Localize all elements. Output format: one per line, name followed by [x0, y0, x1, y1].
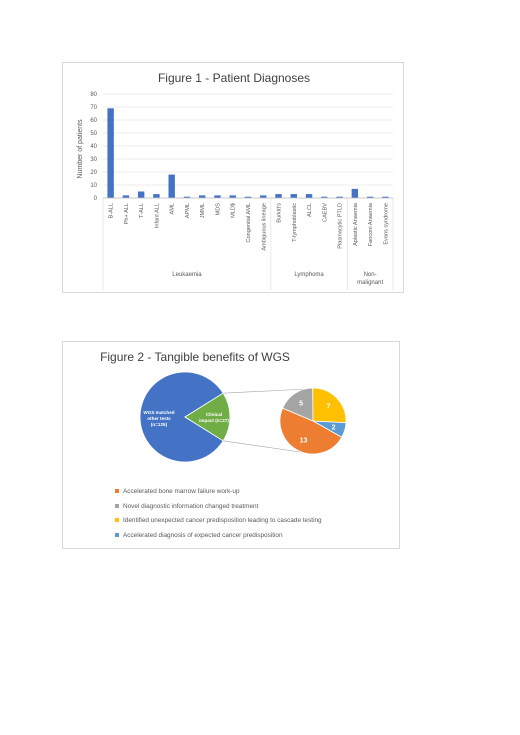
x-tick-label: T-lymphoblastic: [292, 203, 298, 242]
pie-slice: [279, 407, 343, 455]
x-tick-label: JMML: [200, 203, 206, 218]
x-tick-label: B-ALL: [109, 203, 115, 219]
x-tick-label: CAEBV: [322, 203, 328, 222]
x-tick-label: Ambiguous lineage: [261, 203, 267, 251]
legend-label: Accelerated bone marrow failure work-up: [123, 488, 240, 495]
data-label: 7: [327, 404, 331, 411]
x-tick-label: Plasmacytic PTLD: [338, 203, 344, 249]
y-tick-label: 0: [94, 196, 98, 202]
data-label: WGS matched other tests (n=125): [143, 410, 174, 427]
bar-chart-svg: Figure 1 - Patient Diagnoses Number of p…: [77, 71, 394, 290]
legend-label: Identified unexpected cancer predisposit…: [123, 517, 322, 524]
x-tick-label: APML: [185, 203, 191, 218]
chart-title: Figure 1 - Patient Diagnoses: [158, 71, 310, 85]
pie-chart-svg: Figure 2 - Tangible benefits of WGS WGS …: [100, 350, 347, 463]
bar: [305, 194, 313, 198]
bar: [214, 195, 221, 198]
group-label: Non-malignant: [357, 272, 383, 286]
bar: [290, 194, 297, 198]
pie-slice: [184, 392, 231, 442]
data-label: Clinical impact (n=27): [199, 412, 229, 423]
data-label: 2: [332, 424, 336, 431]
bar: [122, 195, 130, 198]
bar: [260, 195, 267, 198]
legend-swatch: [115, 518, 119, 523]
legend-swatch: [115, 532, 119, 537]
bar: [351, 188, 359, 198]
bar: [107, 108, 114, 198]
x-tick-label: Evans syndrome: [383, 203, 389, 245]
bar: [366, 196, 374, 198]
x-tick-label: MDS: [215, 203, 221, 216]
group-label: Leukaemia: [172, 272, 202, 278]
x-tick-label: Ph+ ALL: [124, 203, 130, 224]
bar: [137, 191, 145, 198]
bar: [183, 196, 191, 198]
x-tick-label: Aplastic Anaemia: [353, 202, 359, 246]
chart-title: Figure 2 - Tangible benefits of WGS: [100, 350, 290, 364]
y-tick-label: 80: [90, 92, 97, 98]
pie-slice: [312, 387, 347, 424]
bar: [336, 196, 343, 198]
x-tick-label: Infant ALL: [154, 203, 160, 228]
x-tick-label: T-ALL: [139, 203, 145, 218]
pie-slice: [139, 371, 224, 463]
legend-item: Accelerated diagnosis of expected cancer…: [115, 532, 283, 539]
bar: [382, 196, 389, 198]
x-tick-label: MLD$: [231, 202, 237, 218]
x-tick-label: Burkitt's: [277, 203, 283, 223]
x-tick-label: Fanconi Anaemia: [368, 202, 374, 246]
y-tick-label: 10: [90, 183, 97, 189]
bar: [229, 195, 236, 198]
y-tick-label: 40: [90, 144, 97, 150]
bar: [153, 194, 160, 198]
pie-slice: [282, 387, 314, 422]
legend-item: Identified unexpected cancer predisposit…: [115, 517, 322, 524]
y-tick-label: 30: [90, 157, 97, 163]
group-label: Lymphoma: [294, 272, 324, 278]
y-axis-label: Number of patients: [77, 119, 84, 179]
legend-item: Novel diagnostic information changed tre…: [115, 503, 258, 510]
legend-label: Accelerated diagnosis of expected cancer…: [123, 531, 283, 539]
connector-line: [223, 440, 308, 454]
connector-line: [223, 388, 308, 394]
bar: [199, 195, 206, 198]
y-tick-label: 20: [90, 170, 97, 176]
legend-label: Novel diagnostic information changed tre…: [123, 502, 259, 510]
bar: [275, 194, 282, 198]
y-tick-label: 50: [90, 131, 97, 137]
y-tick-label: 70: [90, 105, 97, 111]
x-tick-label: Congenital AML: [246, 203, 252, 243]
patient-diagnoses-chart: Figure 1 - Patient Diagnoses Number of p…: [62, 62, 404, 293]
legend-item: Accelerated bone marrow failure work-up: [115, 488, 240, 495]
wgs-benefits-chart: Figure 2 - Tangible benefits of WGS WGS …: [62, 341, 400, 549]
data-label: 5: [299, 401, 303, 408]
bar: [244, 196, 252, 198]
legend-swatch: [115, 489, 119, 494]
x-tick-label: ALCL: [307, 203, 313, 217]
y-tick-label: 60: [90, 118, 97, 124]
bar: [168, 174, 175, 198]
x-tick-label: AML: [170, 203, 176, 215]
data-label: 13: [300, 438, 308, 445]
legend-swatch: [115, 503, 119, 508]
bar: [321, 196, 328, 198]
